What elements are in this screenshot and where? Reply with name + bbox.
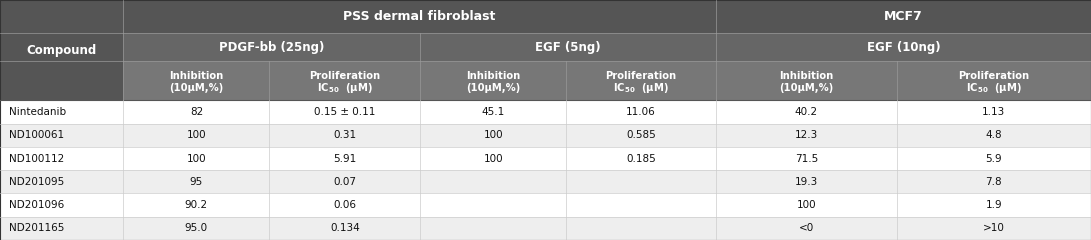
Text: Nintedanib: Nintedanib [9, 107, 65, 117]
Text: 90.2: 90.2 [184, 200, 208, 210]
Text: 0.15 ± 0.11: 0.15 ± 0.11 [314, 107, 375, 117]
Text: Compound: Compound [26, 44, 97, 57]
Text: ND201096: ND201096 [9, 200, 64, 210]
Text: 0.07: 0.07 [333, 177, 357, 187]
Text: ND201095: ND201095 [9, 177, 64, 187]
Text: >10: >10 [983, 223, 1005, 233]
Bar [0, 193, 1091, 217]
Text: 0.134: 0.134 [329, 223, 360, 233]
Text: 95: 95 [190, 177, 203, 187]
Text: Inhibition: Inhibition [466, 71, 520, 81]
Text: PDGF-bb (25ng): PDGF-bb (25ng) [219, 41, 324, 54]
Text: ND201165: ND201165 [9, 223, 64, 233]
Text: Inhibition: Inhibition [779, 71, 834, 81]
Text: 0.585: 0.585 [626, 130, 656, 140]
Text: 7.8: 7.8 [985, 177, 1003, 187]
Text: 11.06: 11.06 [626, 107, 656, 117]
Text: 19.3: 19.3 [794, 177, 818, 187]
Text: EGF (10ng): EGF (10ng) [866, 41, 940, 54]
Text: 100: 100 [187, 154, 206, 163]
Text: $\mathbf{IC_{50}}$  $\mathbf{(\mu M)}$: $\mathbf{IC_{50}}$ $\mathbf{(\mu M)}$ [966, 81, 1022, 95]
Bar [123, 61, 1091, 100]
Text: Proliferation: Proliferation [309, 71, 381, 81]
Text: 100: 100 [796, 200, 816, 210]
Text: EGF (5ng): EGF (5ng) [535, 41, 601, 54]
Bar [0, 124, 1091, 147]
Bar [0, 217, 1091, 240]
Text: PSS dermal fibroblast: PSS dermal fibroblast [344, 10, 495, 23]
Text: 45.1: 45.1 [481, 107, 505, 117]
Text: 1.9: 1.9 [985, 200, 1003, 210]
Text: (10μM,%): (10μM,%) [466, 83, 520, 93]
Text: $\mathbf{IC_{50}}$  $\mathbf{(\mu M)}$: $\mathbf{IC_{50}}$ $\mathbf{(\mu M)}$ [613, 81, 669, 95]
Text: Proliferation: Proliferation [606, 71, 676, 81]
Text: <0: <0 [799, 223, 814, 233]
Bar [420, 33, 716, 61]
Bar [0, 170, 1091, 193]
Text: 0.06: 0.06 [333, 200, 357, 210]
Text: 100: 100 [483, 130, 503, 140]
Text: (10μM,%): (10μM,%) [779, 83, 834, 93]
Text: 5.9: 5.9 [985, 154, 1003, 163]
Bar [0, 0, 123, 100]
Bar [123, 0, 716, 33]
Text: Proliferation: Proliferation [958, 71, 1030, 81]
Text: 100: 100 [187, 130, 206, 140]
Text: Inhibition: Inhibition [169, 71, 224, 81]
Bar [0, 147, 1091, 170]
Text: ND100061: ND100061 [9, 130, 64, 140]
Text: (10μM,%): (10μM,%) [169, 83, 224, 93]
Text: 0.31: 0.31 [333, 130, 357, 140]
Text: ND100112: ND100112 [9, 154, 64, 163]
Text: 0.185: 0.185 [626, 154, 656, 163]
Text: 100: 100 [483, 154, 503, 163]
Text: 1.13: 1.13 [982, 107, 1006, 117]
Text: 4.8: 4.8 [985, 130, 1003, 140]
Bar [716, 0, 1091, 33]
Text: 82: 82 [190, 107, 203, 117]
Bar [0, 100, 1091, 124]
Text: 12.3: 12.3 [794, 130, 818, 140]
Bar [123, 33, 420, 61]
Text: 71.5: 71.5 [794, 154, 818, 163]
Text: 95.0: 95.0 [184, 223, 208, 233]
Text: $\mathbf{IC_{50}}$  $\mathbf{(\mu M)}$: $\mathbf{IC_{50}}$ $\mathbf{(\mu M)}$ [316, 81, 373, 95]
Text: MCF7: MCF7 [884, 10, 923, 23]
Text: 5.91: 5.91 [333, 154, 357, 163]
Bar [716, 33, 1091, 61]
Text: 40.2: 40.2 [794, 107, 818, 117]
